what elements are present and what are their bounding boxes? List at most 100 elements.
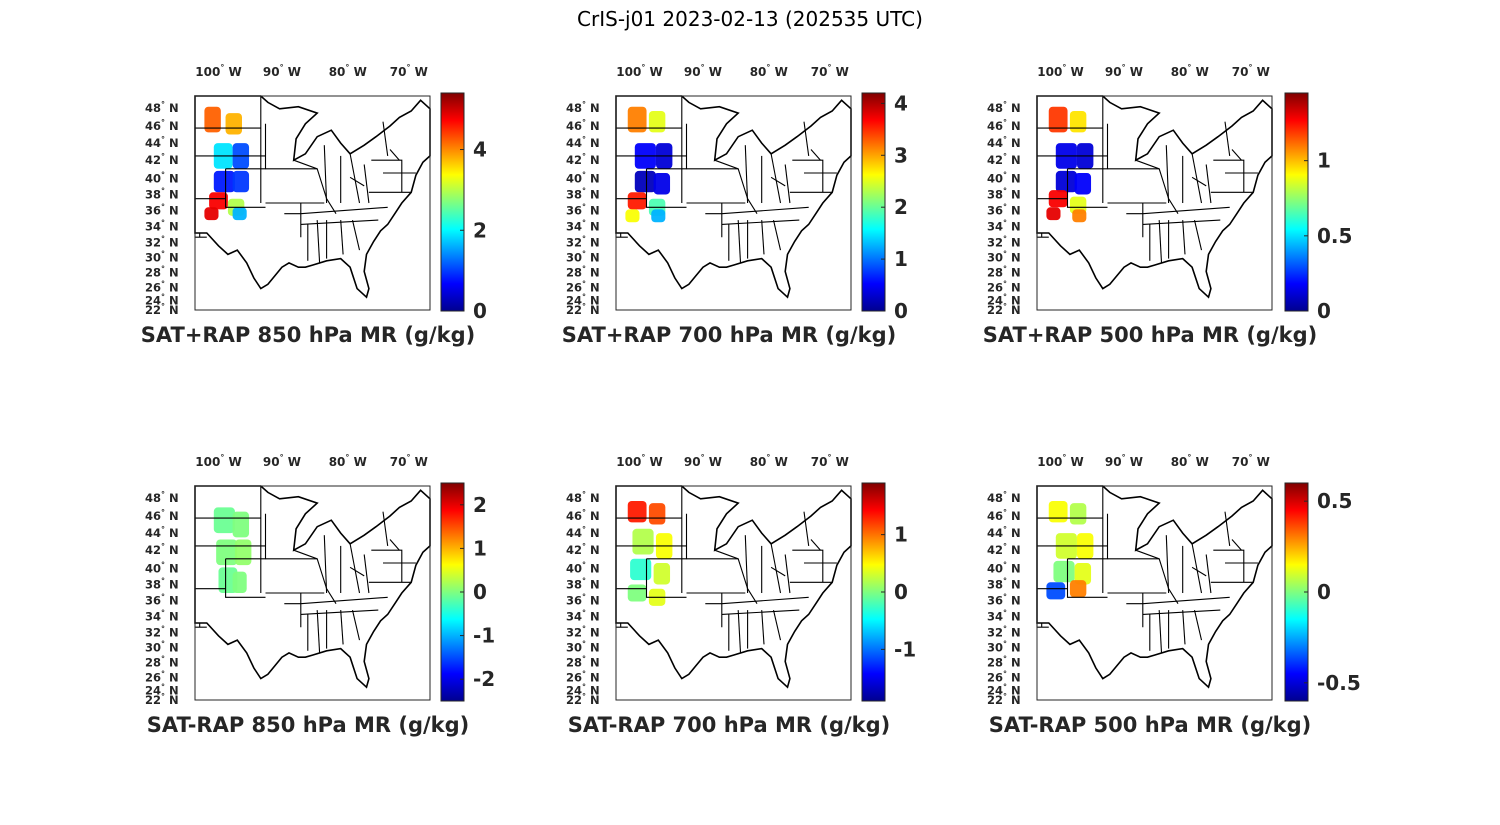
swath-cell — [627, 106, 647, 133]
panel-title: SAT+RAP 500 hPa MR (g/kg) — [983, 323, 1317, 347]
longitude-label: 80° W — [750, 453, 788, 469]
latitude-label: 32° N — [145, 235, 179, 250]
latitude-label: 42° N — [566, 542, 600, 557]
latitude-label: 46° N — [987, 118, 1021, 133]
swath-cell — [225, 113, 242, 135]
state-border — [810, 149, 821, 161]
state-border — [1191, 543, 1203, 594]
latitude-label: 26° N — [566, 280, 600, 295]
map-frame — [615, 95, 852, 311]
longitude-label: 100° W — [616, 63, 662, 79]
state-border — [803, 511, 810, 546]
state-border — [349, 543, 361, 594]
swath-cell — [1048, 500, 1068, 523]
state-border — [1191, 153, 1203, 204]
state-border — [1191, 176, 1207, 187]
state-border — [389, 149, 400, 161]
state-border — [686, 202, 723, 238]
state-border — [225, 168, 266, 208]
swath-cell — [1053, 560, 1075, 583]
latitude-label: 30° N — [987, 250, 1021, 265]
map-frame — [615, 485, 852, 701]
swath-cell — [1046, 582, 1066, 600]
longitude-label: 80° W — [329, 63, 367, 79]
latitude-label: 48° N — [566, 490, 600, 505]
colorbar-tick-label: 0.5 — [1317, 224, 1352, 248]
state-border — [1191, 566, 1207, 577]
latitude-label: 30° N — [145, 250, 179, 265]
swath-cell — [648, 503, 666, 525]
swath-cell — [1069, 503, 1087, 525]
swath-cell — [627, 500, 647, 523]
swath-cell — [1055, 170, 1077, 193]
latitude-label: 42° N — [145, 542, 179, 557]
swath-cell — [1074, 173, 1092, 195]
latitude-label: 34° N — [566, 219, 600, 234]
swath-cell — [232, 170, 250, 193]
latitude-label: 42° N — [145, 152, 179, 167]
panel-title: SAT+RAP 850 hPa MR (g/kg) — [141, 323, 475, 347]
latitude-label: 38° N — [145, 186, 179, 201]
state-border — [1182, 610, 1186, 645]
state-border — [1142, 609, 1221, 615]
state-border — [721, 206, 809, 215]
latitude-label: 28° N — [145, 655, 179, 670]
longitude-label: 90° W — [1105, 63, 1143, 79]
longitude-label: 80° W — [329, 453, 367, 469]
state-border — [645, 558, 687, 598]
state-border — [744, 535, 749, 594]
state-border — [293, 159, 337, 214]
latitude-label: 44° N — [566, 525, 600, 540]
state-border — [772, 609, 782, 641]
us-outline — [194, 95, 431, 299]
state-border — [1182, 220, 1186, 255]
swath-cell — [1072, 209, 1087, 223]
panel-title: SAT-RAP 700 hPa MR (g/kg) — [568, 713, 891, 737]
state-border — [371, 159, 403, 193]
state-border — [721, 596, 809, 605]
latitude-label: 40° N — [566, 170, 600, 185]
latitude-label: 34° N — [145, 219, 179, 234]
state-border — [761, 220, 765, 255]
latitude-label: 26° N — [145, 280, 179, 295]
latitude-label: 30° N — [987, 640, 1021, 655]
panel-title: SAT-RAP 850 hPa MR (g/kg) — [147, 713, 470, 737]
state-border — [686, 592, 723, 628]
swath-cell — [232, 571, 247, 593]
longitude-label: 90° W — [263, 453, 301, 469]
colorbar-tick-label: -2 — [473, 667, 495, 691]
state-border — [803, 121, 810, 156]
state-border — [340, 610, 344, 645]
latitude-label: 26° N — [145, 670, 179, 685]
swath-cell — [627, 584, 647, 602]
swath-cell — [204, 207, 219, 221]
state-border — [293, 549, 337, 604]
state-border — [1135, 549, 1179, 604]
latitude-label: 22° N — [987, 692, 1021, 707]
latitude-label: 38° N — [987, 576, 1021, 591]
map-frame — [194, 485, 431, 701]
latitude-label: 32° N — [987, 625, 1021, 640]
state-border — [371, 549, 403, 583]
latitude-label: 28° N — [987, 265, 1021, 280]
state-border — [810, 539, 821, 551]
longitude-label: 80° W — [750, 63, 788, 79]
latitude-label: 32° N — [566, 235, 600, 250]
colorbar-tick-label: 0 — [473, 580, 487, 604]
swath-cell — [625, 209, 640, 223]
latitude-label: 24° N — [145, 292, 179, 307]
latitude-label: 36° N — [566, 202, 600, 217]
state-border — [1165, 145, 1170, 204]
colorbar-tick-label: 0 — [1317, 299, 1331, 323]
state-border — [1213, 159, 1245, 193]
state-border — [349, 566, 365, 577]
swath-cell — [648, 110, 666, 133]
state-border — [1142, 206, 1230, 215]
map-panel-sat-rap-diff-700: 100° W 90° W 80° W 70° W 48° N 46° N 44° N 42° … — [566, 453, 916, 737]
swath-cell — [209, 192, 228, 210]
longitude-label: 100° W — [616, 453, 662, 469]
state-border — [351, 219, 361, 251]
swath-cell — [1048, 106, 1068, 133]
longitude-label: 100° W — [195, 63, 241, 79]
latitude-label: 46° N — [987, 508, 1021, 523]
